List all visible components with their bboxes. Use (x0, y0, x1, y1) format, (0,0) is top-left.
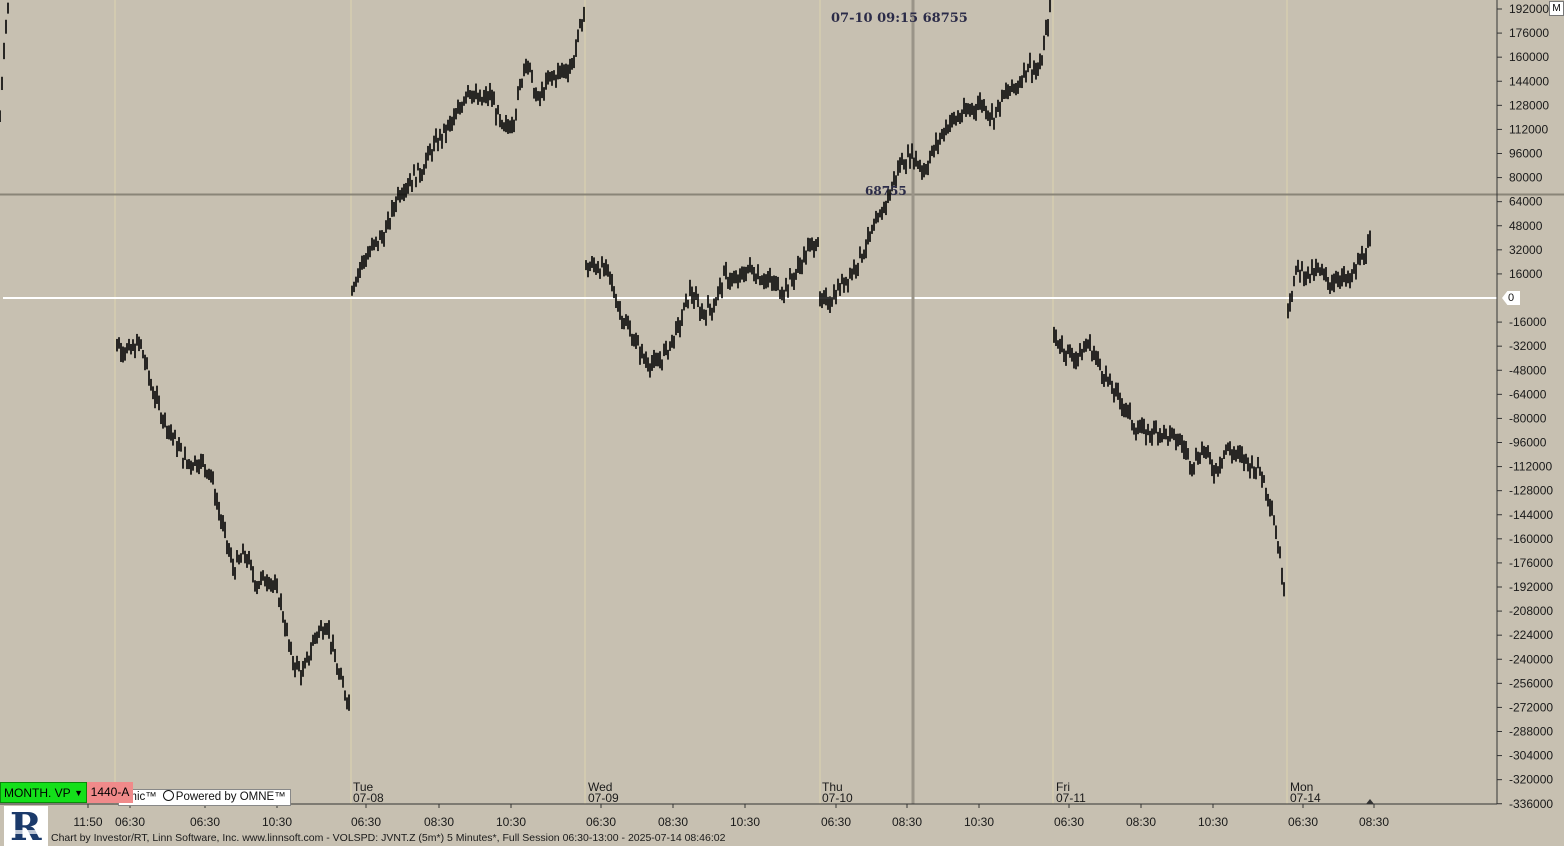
plot-area (0, 0, 1497, 804)
y-tick-label: -336000 (1509, 797, 1553, 811)
x-tick-label: 10:30 (1198, 815, 1228, 829)
powered-text: Powered by OMNE™ (175, 791, 286, 803)
y-tick-label: -224000 (1509, 628, 1553, 642)
x-tick-label: 08:30 (892, 815, 922, 829)
x-tick-label: 08:30 (658, 815, 688, 829)
y-tick-label: -192000 (1509, 580, 1553, 594)
day-label-date: 07-09 (588, 791, 619, 805)
series-session-bars (1287, 230, 1371, 319)
dropdown-arrow-icon: ▼ (74, 788, 83, 798)
y-tick-label: -16000 (1509, 315, 1547, 329)
y-tick-label: -112000 (1509, 460, 1552, 474)
month-vp-button[interactable]: MONTH. VP ▼ (0, 782, 87, 803)
y-tick-label: -48000 (1509, 363, 1547, 377)
y-tick-label: 144000 (1509, 74, 1549, 88)
omne-logo-icon (162, 790, 174, 801)
day-label-weekday: Fri (1056, 780, 1070, 794)
x-tick-label: 06:30 (351, 815, 381, 829)
day-label-weekday: Tue (353, 780, 374, 794)
y-tick-label: 16000 (1509, 267, 1543, 281)
y-tick-label: 48000 (1509, 219, 1543, 233)
day-label-date: 07-08 (353, 791, 384, 805)
linnsoft-logo-icon: R (4, 806, 48, 846)
day-label-weekday: Mon (1290, 780, 1313, 794)
y-tick-label: -144000 (1509, 508, 1553, 522)
x-tick-label: 08:30 (424, 815, 454, 829)
day-label-date: 07-14 (1290, 791, 1321, 805)
x-tick-label: 06:30 (586, 815, 616, 829)
series-session-bars (0, 2, 9, 122)
y-tick-label: -272000 (1509, 700, 1553, 714)
y-tick-label: -128000 (1509, 484, 1553, 498)
x-tick-label: 10:30 (262, 815, 292, 829)
series-session-bars (116, 333, 350, 711)
x-tick-label: 10:30 (496, 815, 526, 829)
x-tick-label: 06:30 (190, 815, 220, 829)
y-tick-label: -176000 (1509, 556, 1553, 570)
series-session-bars (351, 6, 585, 296)
day-label-weekday: Thu (822, 780, 843, 794)
y-tick-label: 96000 (1509, 147, 1543, 161)
y-tick-label: 128000 (1509, 98, 1549, 112)
svg-text:R: R (10, 806, 42, 846)
period-badge[interactable]: 1440-A (87, 782, 133, 803)
footer-bar (0, 830, 1564, 846)
series-session-bars (1053, 326, 1285, 597)
y-tick-label: -32000 (1509, 339, 1547, 353)
maximize-button[interactable]: M (1549, 1, 1564, 16)
y-tick-label: -160000 (1509, 532, 1553, 546)
x-tick-label: 06:30 (115, 815, 145, 829)
level-value-label: 68755 (865, 184, 907, 198)
x-tick-label: 08:30 (1359, 815, 1389, 829)
y-tick-label: -240000 (1509, 652, 1553, 666)
x-tick-label: 06:30 (1288, 815, 1318, 829)
y-tick-label: 160000 (1509, 50, 1549, 64)
cursor-readout: 07-10 09:15 68755 (831, 11, 968, 26)
footer-text: Chart by Investor/RT, Linn Software, Inc… (51, 832, 726, 844)
x-tick-label: 10:30 (730, 815, 760, 829)
series-session-bars (585, 237, 819, 378)
x-tick-label: 11:50 (73, 815, 102, 829)
y-tick-label: -80000 (1509, 411, 1547, 425)
y-tick-label: -96000 (1509, 436, 1547, 450)
y-tick-label: 64000 (1509, 195, 1543, 209)
zero-price-tag: 0 (1502, 291, 1520, 305)
y-tick-label: -64000 (1509, 387, 1547, 401)
powered-by-omne-badge[interactable]: nmic™ Powered by OMNE™ (118, 789, 291, 806)
day-label-date: 07-11 (1056, 791, 1086, 805)
y-tick-label: 176000 (1509, 26, 1549, 40)
y-tick-label: 80000 (1509, 171, 1543, 185)
day-label-weekday: Wed (588, 780, 612, 794)
series-session-bars (819, 0, 1051, 313)
y-tick-label: 32000 (1509, 243, 1543, 257)
x-tick-label: 06:30 (1054, 815, 1084, 829)
scroll-marker-icon[interactable] (1366, 799, 1374, 804)
x-tick-label: 06:30 (821, 815, 851, 829)
y-tick-label: 192000 (1509, 2, 1549, 16)
y-tick-label: -208000 (1509, 604, 1553, 618)
y-tick-label: 112000 (1509, 122, 1548, 136)
y-tick-label: -256000 (1509, 676, 1553, 690)
x-tick-label: 08:30 (1126, 815, 1156, 829)
day-label-date: 07-10 (822, 791, 853, 805)
x-tick-label: 10:30 (964, 815, 994, 829)
vp-button-label: MONTH. VP (4, 786, 71, 800)
y-tick-label: -320000 (1509, 773, 1553, 787)
y-tick-label: -304000 (1509, 749, 1553, 763)
y-tick-label: -288000 (1509, 725, 1553, 739)
